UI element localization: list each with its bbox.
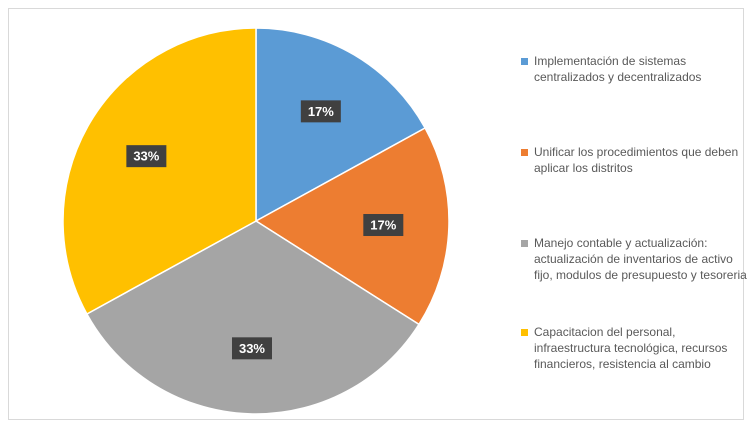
legend-swatch-2 xyxy=(521,149,528,156)
legend-label-1: Implementación de sistemas centralizados… xyxy=(534,54,702,84)
data-label-2: 17% xyxy=(363,214,404,237)
data-label-text-1: 17% xyxy=(308,104,334,119)
legend-label-3: Manejo contable y actualización: actuali… xyxy=(534,236,747,282)
legend-label-4: Capacitacion del personal, infraestructu… xyxy=(534,325,728,371)
legend-item-2: Unificar los procedimientos que deben ap… xyxy=(521,144,752,176)
data-label-4: 33% xyxy=(126,145,167,168)
legend-item-4: Capacitacion del personal, infraestructu… xyxy=(521,324,752,372)
data-label-1: 17% xyxy=(300,100,341,123)
legend-label-2: Unificar los procedimientos que deben ap… xyxy=(534,145,739,175)
data-label-box-2 xyxy=(363,214,404,237)
data-label-box-4 xyxy=(126,145,167,168)
pie-slice-3 xyxy=(85,220,420,415)
chart-frame: 17% 17% 33% 33% Implementación de sistemas … xyxy=(8,8,747,420)
pie-slice-1 xyxy=(255,27,427,223)
data-label-text-4: 33% xyxy=(133,149,159,164)
data-label-box-1 xyxy=(300,100,341,123)
pie-chart: 17% 17% 33% 33% xyxy=(62,27,450,415)
legend-swatch-1 xyxy=(521,58,528,65)
data-label-text-2: 17% xyxy=(370,218,396,233)
legend-item-1: Implementación de sistemas centralizados… xyxy=(521,53,752,85)
pie-slice-2 xyxy=(254,127,450,326)
legend-swatch-4 xyxy=(521,329,528,336)
data-label-text-3: 33% xyxy=(239,341,265,356)
data-label-box-3 xyxy=(231,337,272,360)
data-label-3: 33% xyxy=(231,337,272,360)
legend-swatch-3 xyxy=(521,240,528,247)
pie-slice-4 xyxy=(62,27,257,315)
legend-item-3: Manejo contable y actualización: actuali… xyxy=(521,235,752,283)
